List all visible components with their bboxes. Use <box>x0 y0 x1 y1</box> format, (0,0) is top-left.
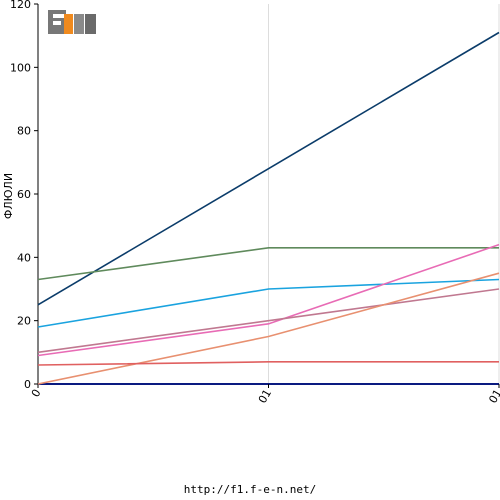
y-tick-label: 40 <box>17 251 31 264</box>
y-tick-label: 80 <box>17 125 31 138</box>
series-line-2 <box>37 247 499 281</box>
y-tick-label: 60 <box>17 188 31 201</box>
footer-url[interactable]: http://f1.f-e-n.net/ <box>183 483 317 496</box>
y-axis-label: ФЛЮЛИ <box>2 173 15 219</box>
y-tick-label: 0 <box>24 378 31 391</box>
axes <box>34 3 500 388</box>
y-tick-label: 120 <box>10 0 31 11</box>
tick-labels: 0 20 40 60 80 100 120 0 01 01 <box>10 0 500 406</box>
logo: F1EN <box>47 9 97 36</box>
x-tick-label: 01 <box>256 387 274 406</box>
series-line-5 <box>37 288 500 354</box>
y-tick-label: 100 <box>10 61 31 74</box>
series-line-1 <box>37 31 500 306</box>
series-line-6 <box>37 272 500 385</box>
logo-text: F1EN <box>50 17 93 35</box>
series-group <box>37 31 500 385</box>
series-line-3 <box>37 278 500 328</box>
grid-lines <box>37 4 500 384</box>
x-tick-label: 0 <box>29 387 44 400</box>
x-tick-label: 01 <box>486 387 500 406</box>
y-tick-label: 20 <box>17 315 31 328</box>
series-line-4 <box>37 243 500 357</box>
series-line-7 <box>37 361 499 366</box>
